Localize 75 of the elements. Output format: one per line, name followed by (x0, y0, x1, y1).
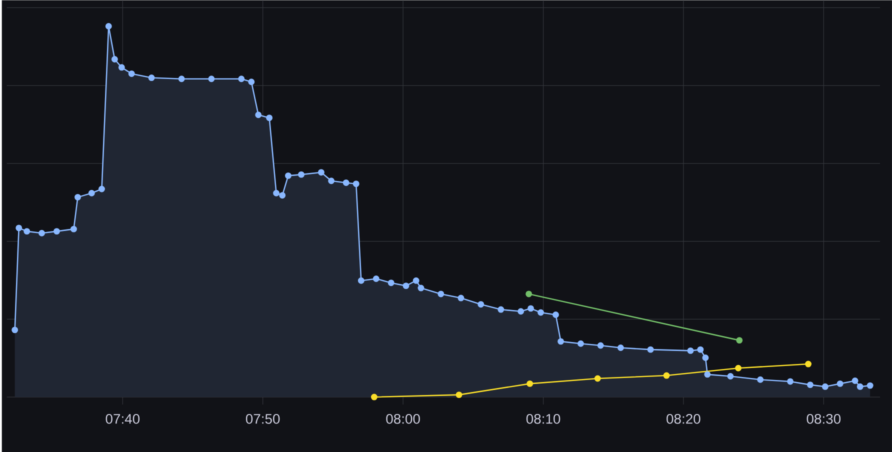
point (702, 354, 709, 361)
point (498, 306, 504, 313)
point (372, 275, 380, 282)
point (328, 177, 335, 184)
point (757, 376, 764, 383)
point (16, 224, 22, 232)
point (358, 277, 364, 284)
point (370, 394, 378, 400)
point (866, 382, 874, 389)
point (255, 111, 262, 118)
point (88, 190, 95, 196)
point (787, 378, 794, 385)
point (273, 190, 280, 196)
point (70, 226, 77, 232)
x-tick-label: 07:40 (106, 414, 140, 424)
x-tick-label: 08:10 (526, 414, 560, 424)
point (558, 338, 564, 344)
point (248, 78, 255, 85)
point (806, 381, 814, 388)
point (478, 300, 484, 308)
point (552, 311, 559, 318)
point (388, 279, 394, 286)
point (438, 290, 444, 298)
point (402, 282, 410, 289)
point (704, 371, 711, 378)
point (266, 114, 273, 121)
point (736, 336, 743, 344)
point (412, 277, 420, 284)
point (148, 74, 155, 81)
point (118, 64, 125, 70)
point (352, 180, 360, 187)
point (74, 194, 81, 200)
point (111, 56, 118, 62)
point (24, 228, 30, 234)
point (105, 22, 112, 30)
point (318, 168, 324, 176)
point (594, 375, 601, 382)
point (238, 75, 245, 82)
point (53, 228, 60, 234)
point (647, 346, 654, 353)
point (617, 344, 624, 351)
point (836, 380, 844, 387)
point (577, 340, 584, 347)
point (128, 70, 135, 77)
point (526, 380, 534, 387)
point (518, 308, 524, 314)
point (735, 364, 742, 372)
point (697, 346, 704, 353)
x-tick-label: 08:00 (386, 414, 420, 424)
point (98, 186, 105, 192)
point (852, 377, 858, 384)
point (538, 309, 544, 316)
point (178, 75, 185, 82)
x-tick-label: 08:30 (806, 414, 841, 424)
point (805, 360, 812, 368)
point (38, 230, 45, 236)
point (822, 383, 828, 390)
point (298, 171, 304, 178)
point (285, 172, 292, 179)
point (528, 305, 534, 312)
point (856, 383, 864, 390)
x-tick-label: 08:20 (666, 414, 700, 424)
point (597, 342, 604, 349)
point (526, 290, 532, 298)
point (458, 294, 464, 302)
point (342, 179, 350, 186)
point (687, 347, 694, 354)
point (12, 326, 18, 333)
point (418, 284, 424, 292)
x-tick-label: 07:50 (246, 414, 280, 424)
point (456, 391, 462, 398)
point (663, 372, 670, 379)
point (727, 372, 734, 380)
point (208, 75, 215, 82)
point (279, 192, 286, 198)
